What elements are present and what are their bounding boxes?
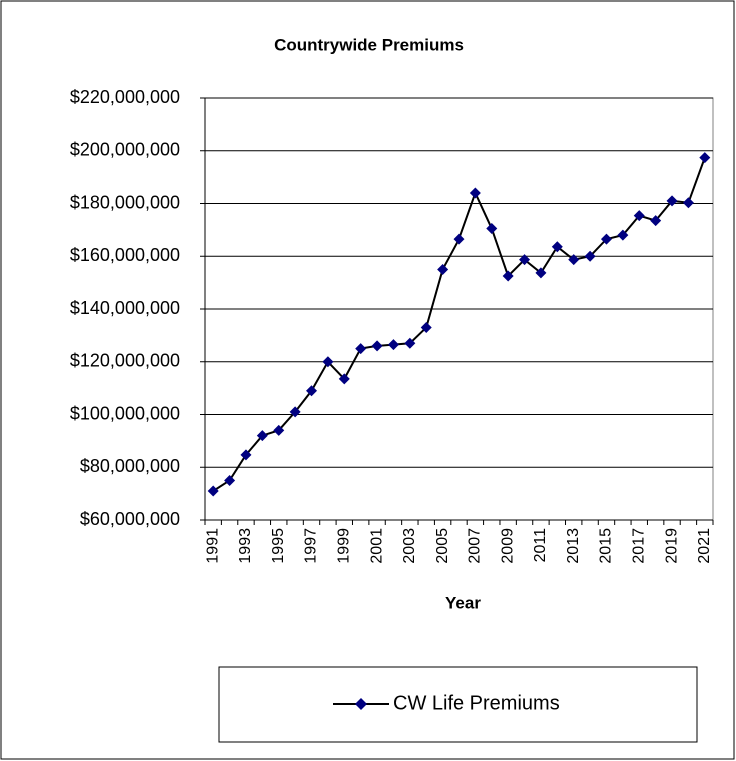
x-tick-label: 2005 <box>434 528 451 564</box>
data-point <box>519 254 531 266</box>
data-point <box>338 373 350 385</box>
y-tick-label: $220,000,000 <box>70 87 180 107</box>
data-point <box>371 340 383 352</box>
x-tick-label: 2017 <box>630 528 647 564</box>
data-point <box>256 430 268 442</box>
data-point <box>600 233 612 245</box>
y-tick-label: $200,000,000 <box>70 140 180 160</box>
y-tick-label: $120,000,000 <box>70 351 180 371</box>
data-point <box>502 270 514 282</box>
data-point <box>699 152 711 164</box>
data-point <box>420 321 432 333</box>
x-axis-label: Year <box>445 593 481 612</box>
y-tick-label: $160,000,000 <box>70 245 180 265</box>
x-tick-label: 1991 <box>204 528 221 564</box>
data-point <box>568 254 580 266</box>
x-tick-label: 1995 <box>270 528 287 564</box>
x-tick-label: 2007 <box>467 528 484 564</box>
data-point <box>666 195 678 207</box>
data-point <box>535 267 547 279</box>
chart-title: Countrywide Premiums <box>274 35 464 54</box>
data-point <box>207 485 219 497</box>
data-point <box>551 241 563 253</box>
data-point <box>322 356 334 368</box>
data-point <box>306 385 318 397</box>
x-tick-label: 2013 <box>565 528 582 564</box>
data-point <box>617 229 629 241</box>
x-tick-label: 1993 <box>237 528 254 564</box>
y-tick-label: $80,000,000 <box>80 456 180 476</box>
data-point <box>387 339 399 351</box>
y-tick-label: $180,000,000 <box>70 192 180 212</box>
data-point <box>584 250 596 262</box>
x-tick-label: 1997 <box>303 528 320 564</box>
y-tick-label: $140,000,000 <box>70 298 180 318</box>
data-point <box>682 197 694 209</box>
x-tick-label: 2015 <box>598 528 615 564</box>
x-tick-label: 2009 <box>499 528 516 564</box>
x-tick-label: 2001 <box>368 528 385 564</box>
data-point <box>240 449 252 461</box>
data-point <box>437 263 449 275</box>
x-tick-label: 2011 <box>532 528 549 563</box>
data-point <box>355 343 367 355</box>
x-tick-label: 2019 <box>663 528 680 564</box>
x-tick-label: 2003 <box>401 528 418 564</box>
legend-label: CW Life Premiums <box>393 692 560 714</box>
x-tick-label: 2021 <box>696 528 713 564</box>
data-point <box>469 187 481 199</box>
legend-box <box>218 666 698 743</box>
y-tick-label: $60,000,000 <box>80 509 180 529</box>
x-tick-label: 1999 <box>336 528 353 564</box>
y-tick-label: $100,000,000 <box>70 403 180 423</box>
data-point <box>486 223 498 235</box>
data-point <box>273 424 285 436</box>
data-point <box>404 337 416 349</box>
data-point <box>224 474 236 486</box>
data-point <box>289 406 301 418</box>
data-point <box>453 233 465 245</box>
legend-marker <box>355 698 367 710</box>
data-point <box>650 215 662 227</box>
data-point <box>633 210 645 222</box>
